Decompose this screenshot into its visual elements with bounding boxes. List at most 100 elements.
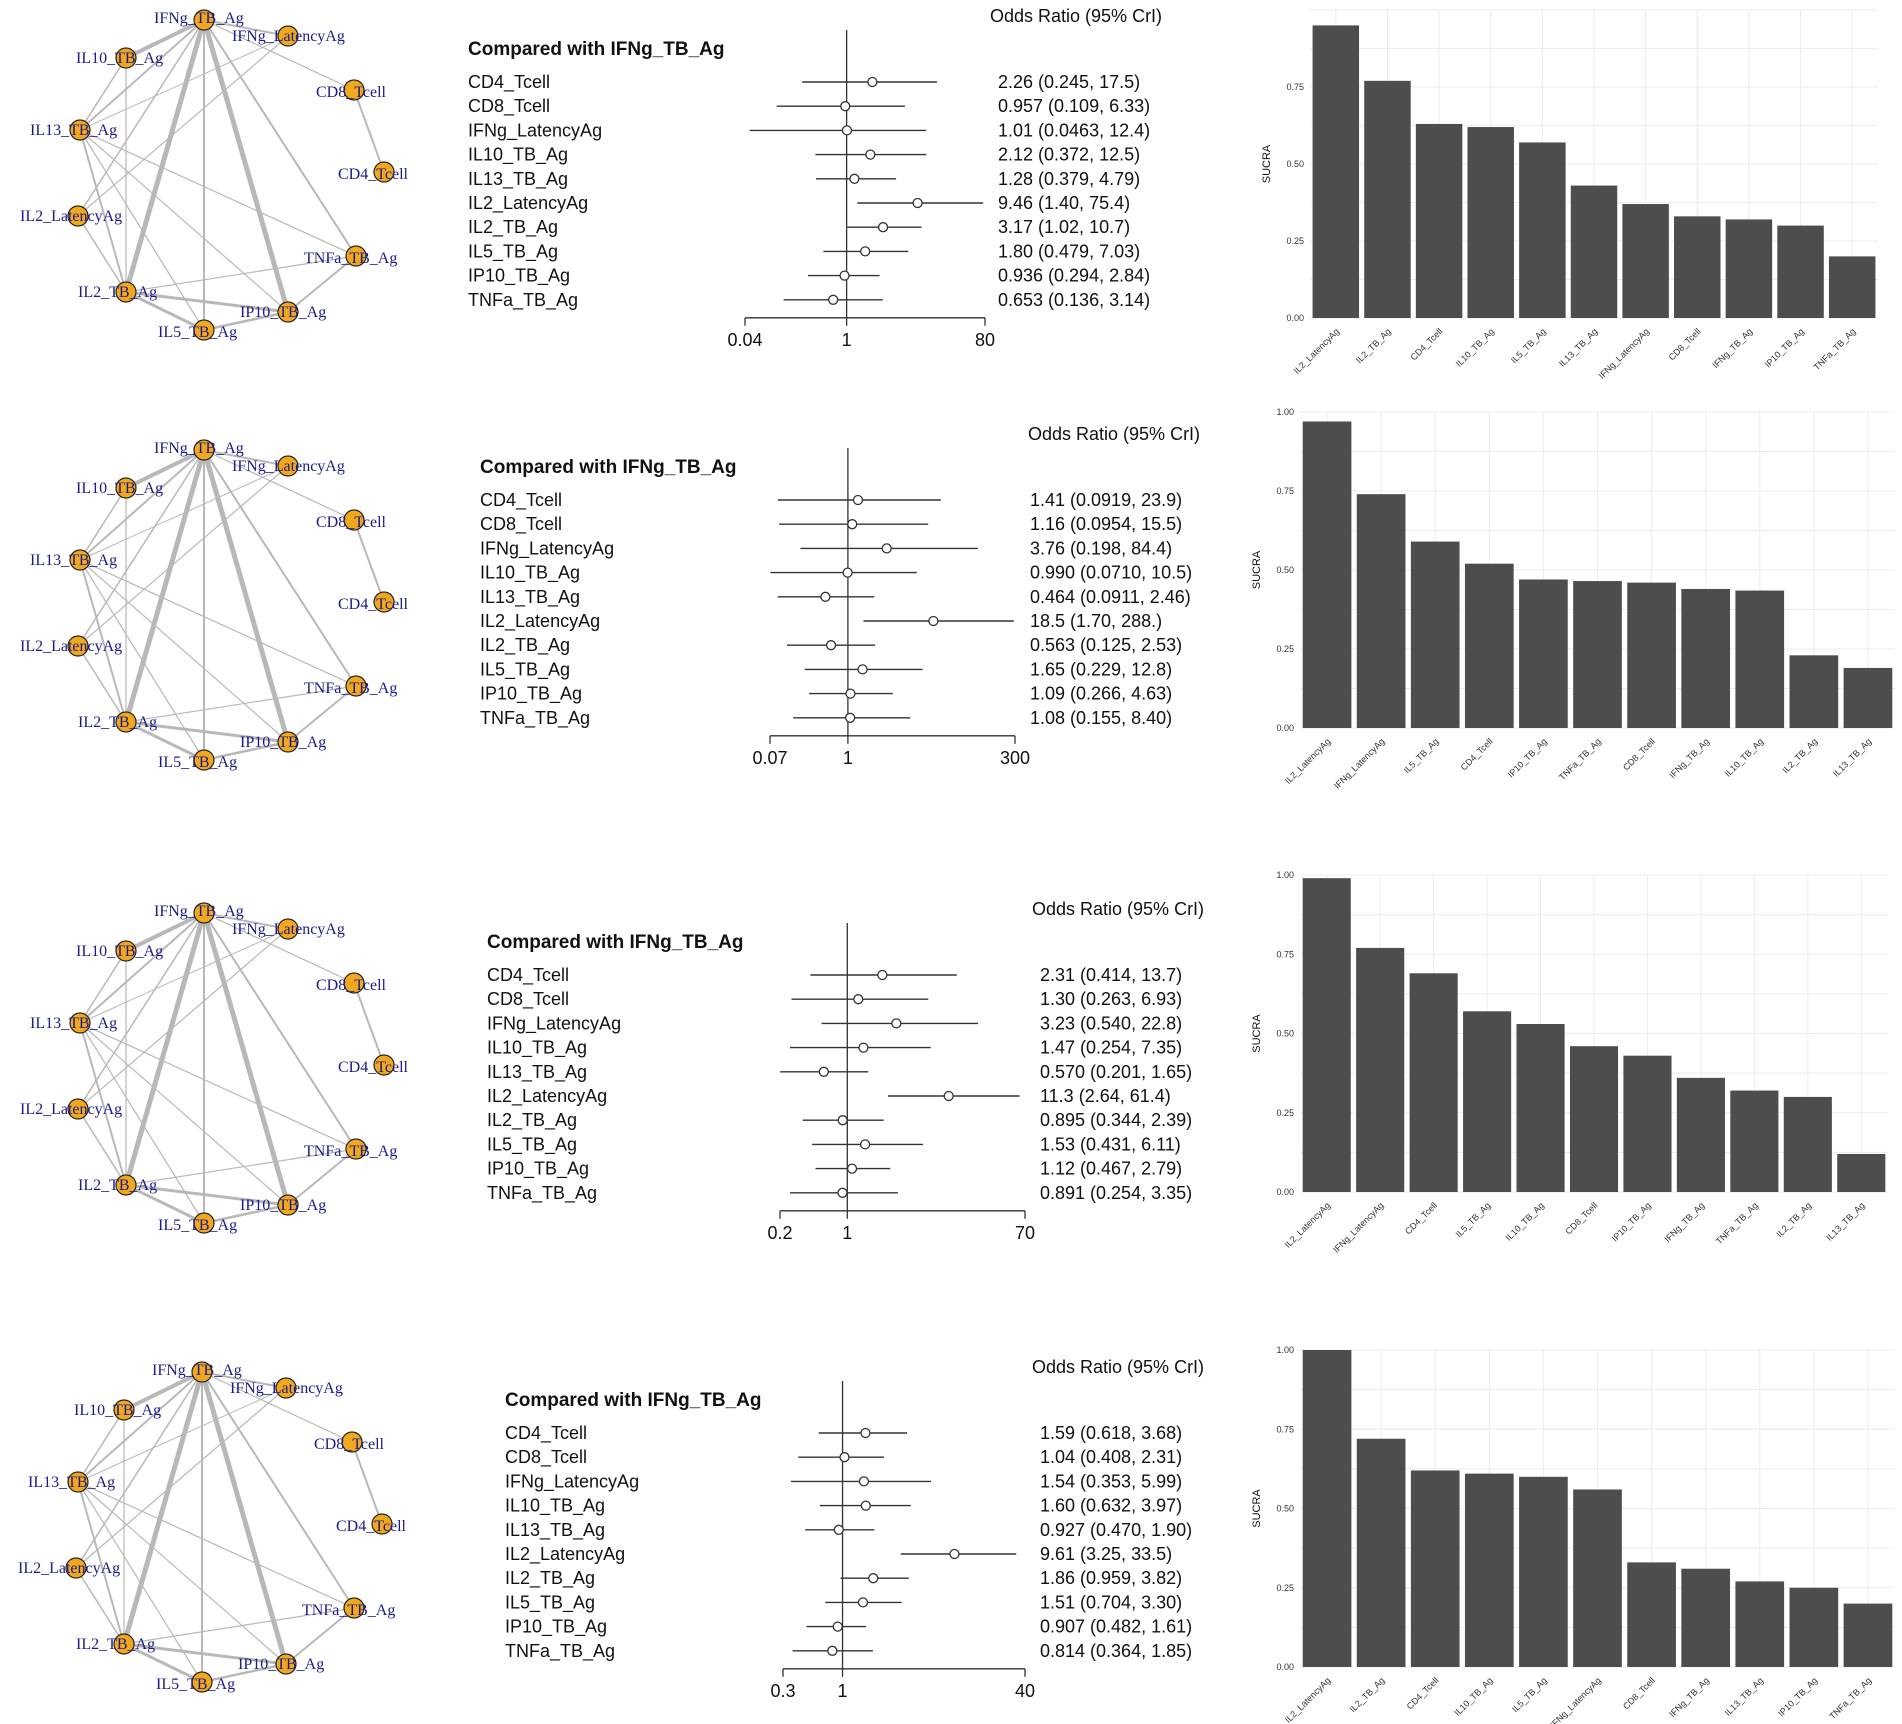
bar	[1783, 1096, 1832, 1192]
network-edge	[201, 1371, 353, 1443]
forest-point	[845, 688, 856, 699]
bar-y-axis-label: SUCRA	[1261, 144, 1273, 183]
forest-row-label: IL10_TB_Ag	[480, 563, 580, 584]
network-edge	[77, 215, 127, 293]
network-node	[113, 1633, 135, 1655]
forest-row-label: CD8_Tcell	[468, 96, 550, 117]
network-edge	[79, 19, 205, 131]
bar-y-tick-label: 0.75	[1276, 486, 1294, 496]
bar-y-tick-label: 0.50	[1276, 1029, 1294, 1039]
bar-y-tick-label: 0.25	[1276, 1583, 1294, 1593]
network-node	[371, 1513, 393, 1535]
network-node	[345, 1138, 367, 1160]
forest-row-label: IL10_TB_Ag	[468, 145, 568, 166]
bar-y-axis-label: SUCRA	[1251, 1489, 1263, 1528]
network-node-label: CD4_Tcell	[338, 166, 409, 183]
forest-point	[891, 1018, 902, 1029]
bar	[1464, 563, 1514, 728]
forest-tick-label: 70	[1015, 1223, 1035, 1243]
bar-y-tick-label: 0.75	[1276, 949, 1294, 959]
network-node-label: IL13_TB_Ag	[28, 1474, 115, 1491]
network-edge	[125, 448, 205, 490]
forest-tick-label: 0.04	[727, 330, 762, 350]
network-node-label: IL2_LatencyAg	[18, 1560, 120, 1577]
forest-tick-label: 1	[842, 1223, 852, 1243]
forest-row-label: IL2_TB_Ag	[487, 1110, 577, 1131]
forest-value-label: 1.65 (0.229, 12.8)	[1030, 659, 1172, 679]
forest-row-label: TNFa_TB_Ag	[505, 1641, 615, 1662]
network-node	[67, 205, 89, 227]
forest-title: Compared with IFNg_TB_Ag	[505, 1390, 762, 1411]
forest-point	[839, 1452, 850, 1463]
forest-row-label: IL2_LatencyAg	[505, 1544, 625, 1565]
network-edge	[203, 740, 289, 762]
network-edge	[353, 982, 385, 1066]
forest-value-label: 2.12 (0.372, 12.5)	[998, 145, 1140, 165]
forest-point	[845, 712, 856, 723]
forest-value-label: 1.30 (0.263, 6.93)	[1040, 989, 1182, 1009]
network-edge	[353, 89, 385, 173]
network-node-label: IL10_TB_Ag	[74, 1402, 161, 1419]
bar	[1409, 973, 1458, 1192]
network-node	[373, 161, 395, 183]
network-node-label: IL10_TB_Ag	[76, 50, 163, 67]
bar-y-tick-label: 1.00	[1276, 407, 1294, 417]
network-node	[69, 1012, 91, 1034]
forest-tick-label: 1	[843, 748, 853, 768]
forest-point	[858, 1476, 870, 1487]
bar-y-tick-label: 0.25	[1276, 1108, 1294, 1118]
network-node-label: IFNg_TB_Ag	[152, 1362, 242, 1379]
forest-title: Compared with IFNg_TB_Ag	[487, 932, 744, 953]
forest-tick-label: 0.3	[770, 1681, 795, 1701]
network-node-label: IL5_TB_Ag	[156, 1676, 235, 1693]
bar	[1356, 494, 1406, 728]
bar	[1415, 123, 1463, 319]
network-edge	[79, 559, 205, 761]
forest-row-label: IL13_TB_Ag	[505, 1520, 605, 1541]
forest-row-label: CD8_Tcell	[505, 1447, 587, 1468]
network-node-label: IFNg_TB_Ag	[154, 440, 244, 457]
forest-row-label: CD8_Tcell	[487, 989, 569, 1010]
forest-row-label: IL2_LatencyAg	[468, 193, 588, 214]
network-node	[113, 1399, 135, 1421]
network-edge	[77, 928, 289, 1110]
network-node	[277, 455, 299, 477]
bar	[1676, 1077, 1725, 1192]
network-edge	[121, 1371, 205, 1645]
forest-point	[827, 1645, 838, 1656]
forest-row-label: IFNg_LatencyAg	[480, 538, 614, 559]
network-node	[67, 635, 89, 657]
network-node	[373, 591, 395, 613]
forest-tick-label: 80	[975, 330, 995, 350]
network-node-label: IP10_TB_Ag	[240, 1197, 326, 1214]
network-node	[65, 1557, 87, 1579]
forest-row-label: CD4_Tcell	[468, 72, 550, 93]
bar-y-tick-label: 0.00	[1276, 1662, 1294, 1672]
forest-value-label: 1.16 (0.0954, 15.5)	[1030, 514, 1182, 534]
network-node	[345, 675, 367, 697]
network-edge	[79, 449, 205, 561]
forest-row-label: IP10_TB_Ag	[505, 1617, 607, 1638]
forest-value-label: 1.28 (0.379, 4.79)	[998, 169, 1140, 189]
network-edge	[77, 1481, 125, 1645]
bar-y-tick-label: 0.25	[1276, 644, 1294, 654]
forest-point	[949, 1548, 960, 1560]
forest-value-label: 11.3 (2.64, 61.4)	[1040, 1086, 1171, 1106]
network-edge	[77, 449, 205, 647]
network-edge	[77, 645, 127, 723]
network-edge	[125, 685, 357, 723]
forest-point	[818, 1066, 829, 1077]
forest-point	[912, 197, 923, 209]
network-edge	[79, 129, 289, 313]
forest-row-label: IL13_TB_Ag	[487, 1062, 587, 1083]
network-edge	[123, 449, 207, 723]
forest-point	[877, 222, 889, 233]
network-node-label: CD8_Tcell	[316, 977, 387, 994]
network-edge	[125, 1183, 205, 1225]
network-node	[193, 902, 215, 924]
bar	[1674, 216, 1721, 318]
network-node-label: IL2_TB_Ag	[76, 1636, 155, 1653]
forest-value-label: 1.54 (0.353, 5.99)	[1040, 1471, 1182, 1491]
forest-point	[825, 640, 837, 651]
network-node-label: IL13_TB_Ag	[30, 1015, 117, 1032]
